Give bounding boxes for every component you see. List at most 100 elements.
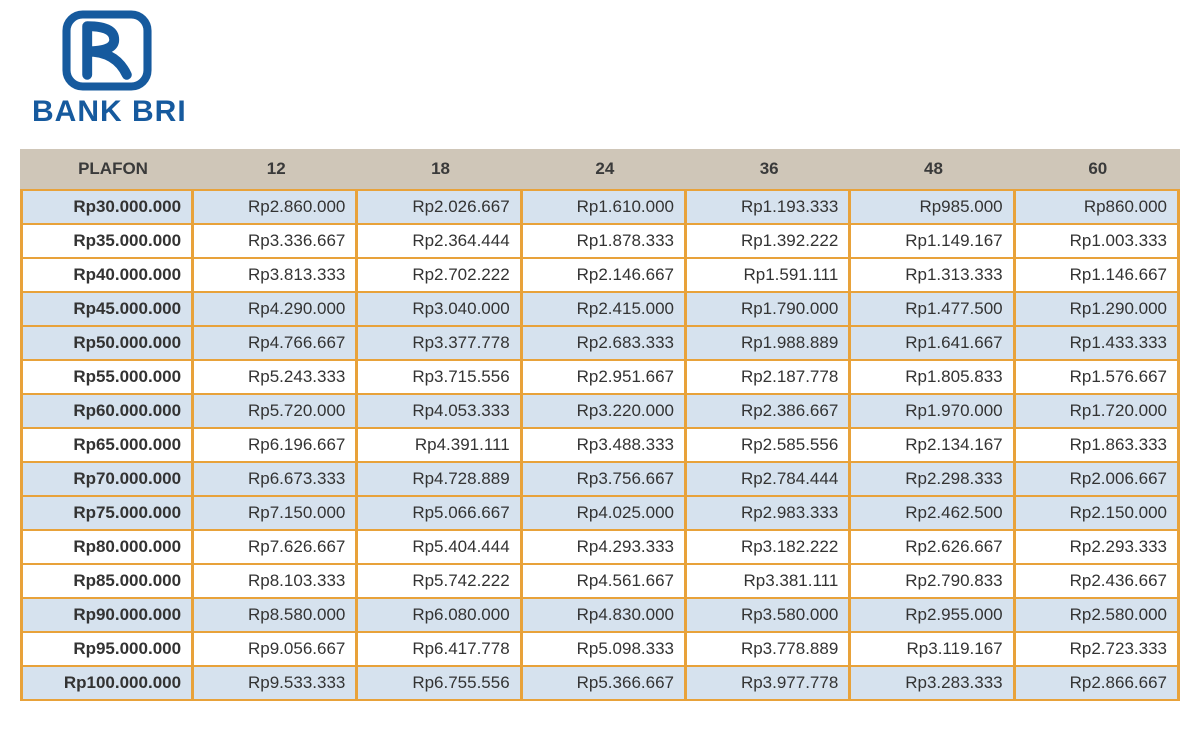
table-cell: Rp7.626.667 xyxy=(194,531,358,565)
table-row: Rp45.000.000Rp4.290.000Rp3.040.000Rp2.41… xyxy=(20,293,1180,327)
table-row: Rp60.000.000Rp5.720.000Rp4.053.333Rp3.22… xyxy=(20,395,1180,429)
table-cell: Rp9.533.333 xyxy=(194,667,358,701)
table-cell: Rp4.561.667 xyxy=(523,565,687,599)
table-cell: Rp1.863.333 xyxy=(1016,429,1180,463)
table-cell: Rp2.580.000 xyxy=(1016,599,1180,633)
table-cell: Rp2.860.000 xyxy=(194,189,358,225)
table-cell: Rp1.290.000 xyxy=(1016,293,1180,327)
table-cell: Rp40.000.000 xyxy=(20,259,194,293)
table-cell: Rp2.585.556 xyxy=(687,429,851,463)
table-cell: Rp2.026.667 xyxy=(358,189,522,225)
header-12: 12 xyxy=(194,149,358,189)
table-cell: Rp3.377.778 xyxy=(358,327,522,361)
table-cell: Rp2.626.667 xyxy=(851,531,1015,565)
header-18: 18 xyxy=(358,149,522,189)
header-60: 60 xyxy=(1016,149,1180,189)
table-cell: Rp3.813.333 xyxy=(194,259,358,293)
table-row: Rp85.000.000Rp8.103.333Rp5.742.222Rp4.56… xyxy=(20,565,1180,599)
table-cell: Rp2.462.500 xyxy=(851,497,1015,531)
table-cell: Rp4.766.667 xyxy=(194,327,358,361)
table-row: Rp75.000.000Rp7.150.000Rp5.066.667Rp4.02… xyxy=(20,497,1180,531)
table-cell: Rp60.000.000 xyxy=(20,395,194,429)
table-cell: Rp75.000.000 xyxy=(20,497,194,531)
table-body: Rp30.000.000Rp2.860.000Rp2.026.667Rp1.61… xyxy=(20,189,1180,701)
table-row: Rp40.000.000Rp3.813.333Rp2.702.222Rp2.14… xyxy=(20,259,1180,293)
table-cell: Rp985.000 xyxy=(851,189,1015,225)
table-cell: Rp1.313.333 xyxy=(851,259,1015,293)
table-cell: Rp1.149.167 xyxy=(851,225,1015,259)
header-36: 36 xyxy=(687,149,851,189)
bri-logo-icon xyxy=(62,10,152,90)
table-cell: Rp1.392.222 xyxy=(687,225,851,259)
table-cell: Rp95.000.000 xyxy=(20,633,194,667)
table-cell: Rp2.006.667 xyxy=(1016,463,1180,497)
table-cell: Rp2.386.667 xyxy=(687,395,851,429)
table-cell: Rp1.878.333 xyxy=(523,225,687,259)
table-cell: Rp85.000.000 xyxy=(20,565,194,599)
table-cell: Rp860.000 xyxy=(1016,189,1180,225)
table-cell: Rp55.000.000 xyxy=(20,361,194,395)
table-cell: Rp1.433.333 xyxy=(1016,327,1180,361)
table-row: Rp90.000.000Rp8.580.000Rp6.080.000Rp4.83… xyxy=(20,599,1180,633)
table-cell: Rp7.150.000 xyxy=(194,497,358,531)
table-cell: Rp1.805.833 xyxy=(851,361,1015,395)
table-cell: Rp70.000.000 xyxy=(20,463,194,497)
table-cell: Rp1.477.500 xyxy=(851,293,1015,327)
table-cell: Rp2.951.667 xyxy=(523,361,687,395)
table-cell: Rp4.053.333 xyxy=(358,395,522,429)
table-cell: Rp3.488.333 xyxy=(523,429,687,463)
table-header: PLAFON 12 18 24 36 48 60 xyxy=(20,149,1180,189)
table-cell: Rp2.187.778 xyxy=(687,361,851,395)
table-cell: Rp2.866.667 xyxy=(1016,667,1180,701)
table-cell: Rp3.381.111 xyxy=(687,565,851,599)
table-cell: Rp35.000.000 xyxy=(20,225,194,259)
table-cell: Rp50.000.000 xyxy=(20,327,194,361)
table-cell: Rp2.790.833 xyxy=(851,565,1015,599)
table-cell: Rp5.720.000 xyxy=(194,395,358,429)
header-24: 24 xyxy=(523,149,687,189)
table-cell: Rp1.193.333 xyxy=(687,189,851,225)
table-cell: Rp45.000.000 xyxy=(20,293,194,327)
table-cell: Rp2.298.333 xyxy=(851,463,1015,497)
table-cell: Rp2.150.000 xyxy=(1016,497,1180,531)
table-cell: Rp2.683.333 xyxy=(523,327,687,361)
table-cell: Rp4.293.333 xyxy=(523,531,687,565)
table-cell: Rp5.243.333 xyxy=(194,361,358,395)
table-row: Rp65.000.000Rp6.196.667Rp4.391.111Rp3.48… xyxy=(20,429,1180,463)
brand-name: BANK BRI xyxy=(32,95,1180,129)
table-cell: Rp1.576.667 xyxy=(1016,361,1180,395)
table-cell: Rp3.580.000 xyxy=(687,599,851,633)
table-cell: Rp100.000.000 xyxy=(20,667,194,701)
table-cell: Rp6.673.333 xyxy=(194,463,358,497)
table-row: Rp30.000.000Rp2.860.000Rp2.026.667Rp1.61… xyxy=(20,189,1180,225)
table-cell: Rp5.404.444 xyxy=(358,531,522,565)
header-48: 48 xyxy=(851,149,1015,189)
table-cell: Rp4.830.000 xyxy=(523,599,687,633)
table-cell: Rp90.000.000 xyxy=(20,599,194,633)
table-cell: Rp3.040.000 xyxy=(358,293,522,327)
table-cell: Rp3.756.667 xyxy=(523,463,687,497)
table-row: Rp80.000.000Rp7.626.667Rp5.404.444Rp4.29… xyxy=(20,531,1180,565)
table-cell: Rp5.366.667 xyxy=(523,667,687,701)
table-cell: Rp1.591.111 xyxy=(687,259,851,293)
table-row: Rp95.000.000Rp9.056.667Rp6.417.778Rp5.09… xyxy=(20,633,1180,667)
table-row: Rp50.000.000Rp4.766.667Rp3.377.778Rp2.68… xyxy=(20,327,1180,361)
table-cell: Rp6.417.778 xyxy=(358,633,522,667)
table-cell: Rp1.003.333 xyxy=(1016,225,1180,259)
table-cell: Rp2.955.000 xyxy=(851,599,1015,633)
table-cell: Rp65.000.000 xyxy=(20,429,194,463)
table-cell: Rp2.784.444 xyxy=(687,463,851,497)
table-cell: Rp4.025.000 xyxy=(523,497,687,531)
table-cell: Rp1.970.000 xyxy=(851,395,1015,429)
table-cell: Rp4.290.000 xyxy=(194,293,358,327)
table-cell: Rp1.720.000 xyxy=(1016,395,1180,429)
table-cell: Rp2.293.333 xyxy=(1016,531,1180,565)
table-cell: Rp2.983.333 xyxy=(687,497,851,531)
table-cell: Rp3.283.333 xyxy=(851,667,1015,701)
table-cell: Rp8.103.333 xyxy=(194,565,358,599)
table-cell: Rp3.220.000 xyxy=(523,395,687,429)
table-cell: Rp3.715.556 xyxy=(358,361,522,395)
table-cell: Rp2.702.222 xyxy=(358,259,522,293)
table-cell: Rp3.119.167 xyxy=(851,633,1015,667)
table-cell: Rp3.977.778 xyxy=(687,667,851,701)
